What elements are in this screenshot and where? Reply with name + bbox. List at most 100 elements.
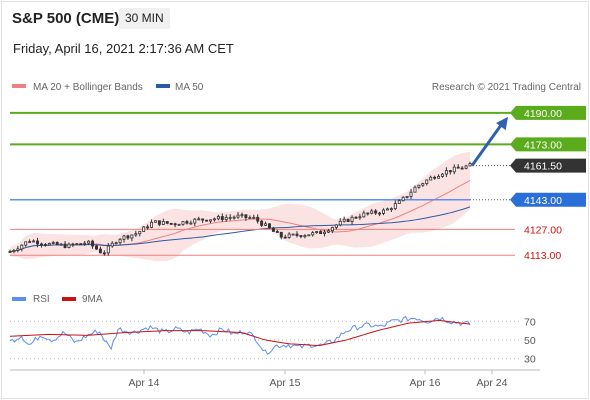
level-label-2: 4161.50 — [524, 161, 562, 173]
legend-ma50-label: MA 50 — [175, 82, 204, 93]
candle-body — [126, 235, 130, 239]
candle-body — [319, 231, 323, 235]
candle-body — [362, 212, 366, 218]
candle-body — [157, 220, 161, 225]
candle-body — [468, 163, 472, 167]
candle-body — [173, 223, 177, 226]
candle-body — [417, 184, 421, 188]
candle-body — [338, 220, 342, 226]
candle-body — [47, 243, 51, 246]
candle-body — [240, 214, 244, 217]
candle-body — [232, 216, 236, 219]
candle-body — [334, 224, 338, 228]
candle-body — [287, 233, 291, 238]
candle-body — [146, 226, 150, 229]
candle-body — [118, 238, 122, 244]
candle-body — [326, 230, 330, 233]
candle-body — [236, 214, 240, 218]
candle-body — [8, 251, 12, 253]
timeframe-badge[interactable]: 30 MIN — [119, 8, 170, 29]
candle-body — [366, 212, 370, 215]
candle-body — [370, 210, 374, 214]
candle-body — [228, 216, 232, 219]
candle-body — [275, 231, 279, 233]
candle-body — [185, 221, 189, 224]
rsi-tick-label: 30 — [524, 354, 536, 366]
forecast-arrow-shaft — [470, 120, 506, 167]
forecast-arrow-head — [496, 116, 508, 131]
candle-body — [268, 223, 271, 229]
candle-body — [248, 217, 252, 219]
candle-body — [252, 216, 256, 219]
candle-body — [283, 236, 287, 239]
candle-body — [220, 216, 224, 221]
candle-body — [279, 231, 283, 238]
candle-body — [330, 227, 334, 232]
candle-body — [39, 243, 43, 246]
candle-body — [197, 218, 201, 221]
candle-body — [32, 240, 36, 243]
candle-body — [307, 234, 311, 237]
candle-body — [193, 218, 197, 224]
candle-body — [153, 220, 157, 223]
candle-body — [114, 242, 118, 245]
candle-body — [51, 242, 55, 244]
x-axis: Apr 14 Apr 15 Apr 16 Apr 24 — [129, 370, 508, 389]
candle-body — [456, 166, 460, 169]
candle-body — [401, 196, 405, 202]
price-chart: 4190.00 4173.00 4161.50 4143.00 4127.00 4113.… — [8, 105, 586, 262]
candle-body — [79, 243, 83, 246]
candle-body — [421, 183, 425, 186]
candle-body — [122, 235, 126, 240]
level-tag-1 — [510, 137, 586, 152]
copyright-label: Research © 2021 Trading Central — [432, 82, 581, 93]
candle-body — [75, 243, 79, 246]
candle-body — [389, 208, 393, 211]
candle-body — [12, 250, 16, 252]
candle-body — [102, 252, 106, 255]
candle-body — [350, 216, 354, 223]
candle-body — [83, 242, 87, 245]
candle-body — [87, 240, 91, 244]
candle-body — [295, 233, 299, 236]
rsi-tick-label: 50 — [524, 335, 536, 347]
legend-rsi-swatch — [12, 297, 26, 301]
candle-body — [224, 217, 228, 221]
candle-body — [177, 223, 181, 226]
rsi-line — [9, 315, 471, 355]
level-tag-3 — [510, 192, 586, 207]
candle-body — [437, 175, 441, 179]
candle-body — [20, 244, 24, 250]
candle-body — [24, 241, 28, 246]
level-label-5: 4113.00 — [524, 250, 561, 262]
candle-body — [98, 248, 102, 254]
x-tick-label: Apr 14 — [129, 377, 160, 389]
candle-body — [342, 218, 346, 222]
level-tag-2 — [510, 158, 586, 173]
candle-body — [138, 231, 142, 235]
level-label-1: 4173.00 — [524, 139, 562, 151]
candle-body — [374, 210, 378, 214]
candle-body — [59, 243, 63, 246]
candle-body — [311, 232, 315, 236]
candle-body — [212, 218, 216, 221]
datetime-label: Friday, April 16, 2021 2:17:36 AM CET — [13, 41, 234, 56]
candle-body — [55, 242, 59, 246]
candle-body — [464, 165, 468, 169]
candle-body — [358, 216, 362, 219]
candle-body — [161, 221, 165, 225]
candle-body — [181, 221, 185, 225]
legend-rsi-label: RSI — [33, 294, 50, 305]
candle-body — [209, 219, 212, 222]
bollinger-band — [10, 151, 470, 262]
candle-body — [130, 234, 134, 239]
rsi-chart: 70 50 30 — [9, 315, 536, 366]
candle-body — [393, 203, 397, 210]
candle-body — [63, 243, 67, 248]
legend-9ma-swatch — [62, 297, 76, 301]
candle-body — [43, 244, 47, 246]
candle-body — [315, 231, 319, 233]
candle-body — [142, 226, 146, 233]
